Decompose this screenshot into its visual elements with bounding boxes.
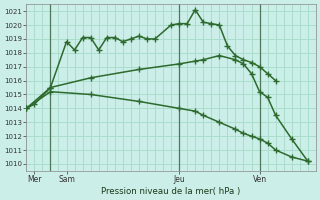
X-axis label: Pression niveau de la mer( hPa ): Pression niveau de la mer( hPa ) [101,187,241,196]
